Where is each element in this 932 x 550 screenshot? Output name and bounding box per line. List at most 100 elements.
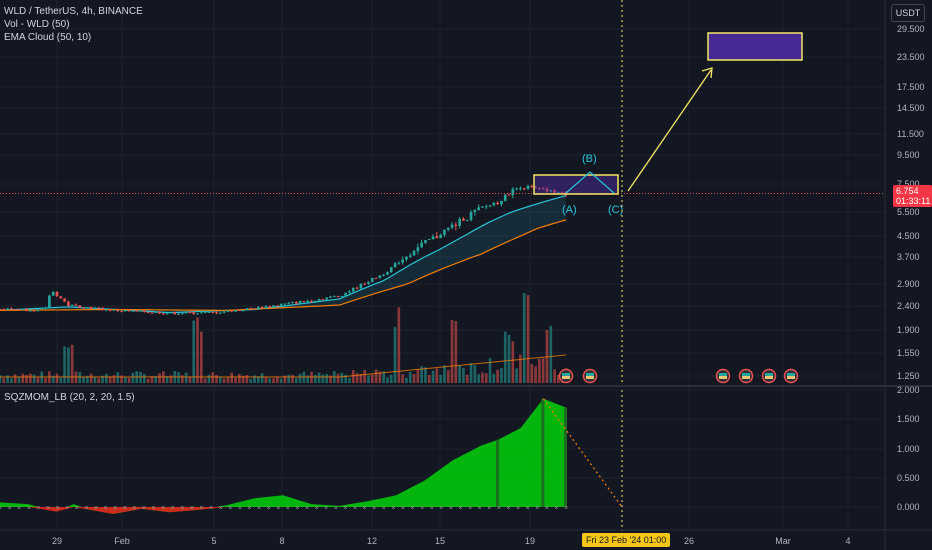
volume-bar xyxy=(306,375,310,383)
wave-label-c: (C) xyxy=(608,204,623,216)
volume-bar xyxy=(272,378,275,383)
candle-body xyxy=(344,292,347,296)
volume-bar xyxy=(416,369,420,383)
candle-body xyxy=(237,310,241,312)
candle-body xyxy=(165,313,169,315)
squeeze-dot: × xyxy=(535,505,539,512)
squeeze-dot: × xyxy=(564,505,568,512)
volume-bar xyxy=(492,373,496,383)
squeeze-dot: × xyxy=(142,505,146,512)
momentum-negative-area xyxy=(56,507,74,512)
ema-legend[interactable]: EMA Cloud (50, 10) xyxy=(4,32,92,43)
squeeze-dot: × xyxy=(75,505,79,512)
drawings[interactable]: (A) (B) (C) xyxy=(0,0,885,531)
volume-bar xyxy=(450,320,454,383)
candle-body xyxy=(298,300,302,304)
volume-bar xyxy=(294,378,298,383)
squeeze-dot: × xyxy=(324,505,328,512)
volume-bar xyxy=(412,374,416,383)
volume-bar xyxy=(237,374,241,383)
candle-body xyxy=(446,227,450,230)
candle-body xyxy=(545,188,549,192)
candle-body xyxy=(492,202,496,206)
candle-body xyxy=(538,187,541,189)
candle-body xyxy=(222,311,226,313)
candle-body xyxy=(219,312,222,314)
price-tick-label: 1.900 xyxy=(897,325,920,335)
volume-bar xyxy=(515,368,518,383)
volume-bar xyxy=(215,375,218,383)
currency-button[interactable]: USDT xyxy=(891,4,925,22)
momentum-histogram: × × × × × × × × × × × × × × × × × × × × × × × × × × × × × × × × × × × × × × × ×… xyxy=(0,398,623,515)
symbol-title[interactable]: WLD / TetherUS, 4h, BINANCE xyxy=(4,6,143,17)
candle-body xyxy=(454,224,458,226)
squeeze-dot: × xyxy=(545,505,549,512)
candle-body xyxy=(196,313,199,315)
flash-event-icon[interactable] xyxy=(558,368,574,384)
candle-body xyxy=(488,205,492,207)
volume-bar xyxy=(503,331,507,383)
candle-body xyxy=(427,239,431,241)
candle-body xyxy=(29,310,32,312)
volume-bar xyxy=(124,377,127,383)
earnings-event-icon[interactable] xyxy=(738,368,754,384)
candle-body xyxy=(86,307,89,309)
candle-body xyxy=(351,287,355,292)
volume-bar xyxy=(473,365,477,383)
squeeze-dot: × xyxy=(161,505,165,512)
volume-bar xyxy=(370,374,374,383)
earnings-event-icon[interactable] xyxy=(783,368,799,384)
earnings-event-icon[interactable] xyxy=(715,368,731,384)
candle-body xyxy=(541,188,545,190)
candle-body xyxy=(230,310,234,312)
squeeze-dot: × xyxy=(228,505,232,512)
indicator-legend[interactable]: SQZMOM_LB (20, 2, 20, 1.5) xyxy=(4,392,135,403)
ema-cloud-fill xyxy=(0,195,566,313)
volume-bar xyxy=(351,370,355,383)
squeeze-dot: × xyxy=(56,505,60,512)
squeeze-dot: × xyxy=(84,505,88,512)
volume-bar xyxy=(101,375,104,383)
volume-bar xyxy=(82,377,85,383)
abc-wave-line xyxy=(565,171,615,194)
squeeze-dot: × xyxy=(104,505,108,512)
volume-bar xyxy=(139,372,142,383)
squeeze-dot: × xyxy=(219,505,223,512)
volume-bar xyxy=(93,377,97,383)
squeeze-dot: × xyxy=(506,505,510,512)
volume-bar xyxy=(32,374,36,383)
candle-body xyxy=(192,312,196,314)
volume-bar xyxy=(70,344,74,383)
volume-bar xyxy=(97,378,101,383)
volume-bar xyxy=(21,373,25,383)
candle-body xyxy=(116,309,120,312)
volume-bar xyxy=(549,325,553,383)
squeeze-dot: × xyxy=(17,505,21,512)
volume-bar xyxy=(344,374,347,383)
candle-body xyxy=(557,191,560,193)
earnings-event-icon[interactable] xyxy=(761,368,777,384)
volume-bar xyxy=(443,365,446,383)
volume-bars xyxy=(0,292,568,383)
volume-bar xyxy=(169,375,173,383)
candle-body xyxy=(500,200,503,205)
mom-tick-label: 0.000 xyxy=(897,502,920,512)
time-tick-label: 29 xyxy=(52,536,62,546)
volume-bar xyxy=(0,375,2,383)
candle-body xyxy=(78,305,82,308)
candle-body xyxy=(507,194,511,196)
candle-body xyxy=(462,218,465,221)
target-box xyxy=(707,32,803,61)
event-icons[interactable] xyxy=(558,368,799,384)
earnings-event-icon[interactable] xyxy=(582,368,598,384)
mom-tick-label: 1.500 xyxy=(897,414,920,424)
candle-body xyxy=(503,194,507,201)
time-tick-label: Feb xyxy=(114,536,130,546)
candle-body xyxy=(481,206,484,208)
volume-legend[interactable]: Vol - WLD (50) xyxy=(4,19,70,30)
candle-body xyxy=(131,310,135,312)
volume-bar xyxy=(150,376,154,383)
candle-body xyxy=(70,304,74,306)
candle-body xyxy=(32,310,36,312)
